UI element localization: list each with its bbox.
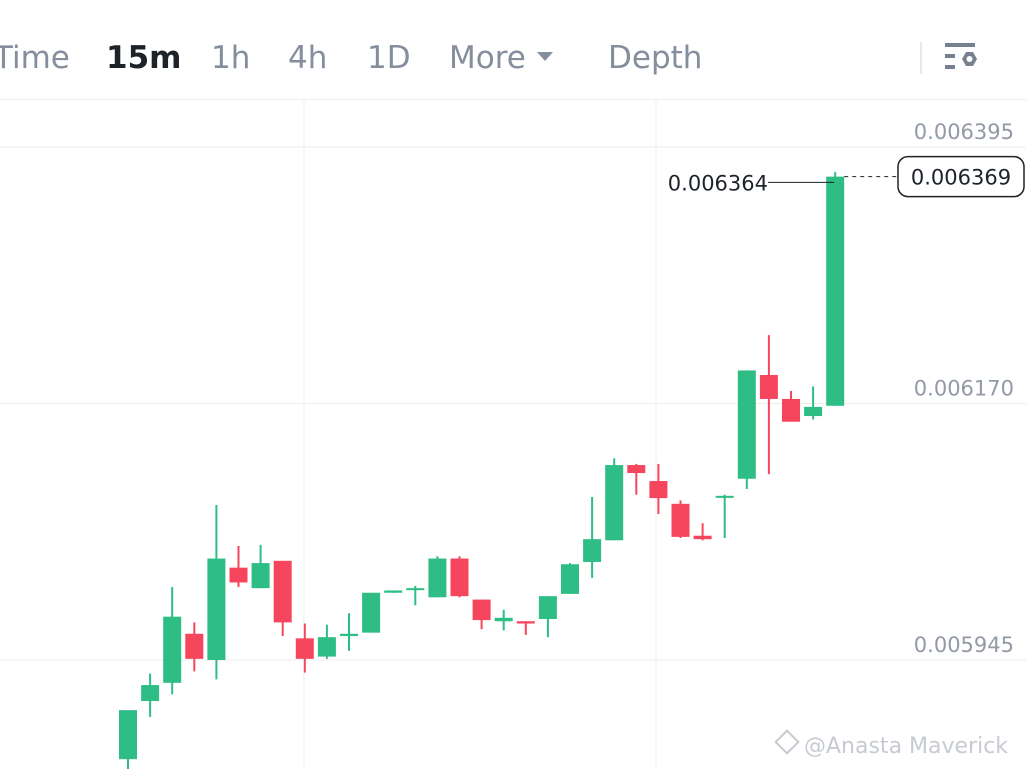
candle-body[interactable] — [273, 560, 292, 623]
candle-body[interactable] — [472, 599, 491, 621]
last-price-box[interactable] — [897, 155, 1025, 198]
candle-body[interactable] — [317, 637, 336, 657]
watermark-text: @Anasta Maverick — [804, 734, 1009, 759]
candle-body[interactable] — [406, 588, 425, 591]
watermark: @Anasta Maverick — [774, 729, 1009, 759]
candle-body[interactable] — [715, 495, 734, 498]
candle-body[interactable] — [804, 406, 823, 417]
tab-4h[interactable]: 4h — [288, 40, 328, 76]
candlestick-chart[interactable]: 0.006395 0.006170 0.005945 0.006364 0.006369 — [0, 100, 1026, 769]
y-tick-label: 0.005945 — [914, 633, 1014, 657]
candle-body[interactable] — [229, 567, 248, 583]
toolbar-divider — [920, 42, 922, 74]
candle-body[interactable] — [605, 465, 624, 541]
candle-body[interactable] — [428, 558, 447, 598]
candle-body[interactable] — [693, 535, 712, 540]
candle-body[interactable] — [627, 465, 646, 474]
tab-1h[interactable]: 1h — [211, 40, 251, 76]
candle-body[interactable] — [251, 563, 270, 589]
tab-15m[interactable]: 15m — [106, 40, 182, 76]
candle-body[interactable] — [450, 558, 469, 597]
candle-body[interactable] — [362, 592, 381, 633]
tab-time[interactable]: Time — [0, 40, 70, 76]
candle-body[interactable] — [516, 621, 535, 624]
candle-body[interactable] — [119, 710, 137, 760]
candle-body[interactable] — [207, 558, 226, 660]
candle-body[interactable] — [759, 375, 778, 399]
candle-body[interactable] — [494, 617, 513, 622]
candle-body[interactable] — [782, 398, 800, 422]
candle-body[interactable] — [163, 616, 182, 683]
candle-body[interactable] — [185, 633, 204, 659]
candle-body[interactable] — [295, 638, 314, 659]
candle-body[interactable] — [141, 685, 160, 702]
candle-body[interactable] — [671, 503, 690, 537]
candle-body[interactable] — [826, 176, 845, 406]
timeframe-toolbar: Time 15m 1h 4h 1D More Depth — [0, 0, 1026, 100]
tab-1d[interactable]: 1D — [367, 40, 411, 76]
last-price-label: 0.006369 — [911, 166, 1011, 190]
tab-more[interactable]: More — [449, 40, 526, 76]
caret-down-icon[interactable] — [537, 52, 553, 61]
candle-body[interactable] — [384, 590, 403, 593]
candle-body[interactable] — [737, 370, 756, 479]
y-tick-label: 0.006170 — [914, 377, 1014, 401]
candle-body[interactable] — [538, 596, 557, 619]
chart-settings-icon[interactable] — [942, 40, 982, 76]
candle-body[interactable] — [561, 564, 579, 594]
tab-depth[interactable]: Depth — [608, 40, 703, 76]
candle-body[interactable] — [583, 539, 602, 562]
high-marker-label: 0.006364 — [668, 171, 768, 195]
candle-body[interactable] — [340, 633, 358, 637]
diamond-logo-icon — [774, 729, 800, 755]
candle-body[interactable] — [649, 481, 668, 499]
y-tick-label: 0.006395 — [914, 120, 1014, 144]
